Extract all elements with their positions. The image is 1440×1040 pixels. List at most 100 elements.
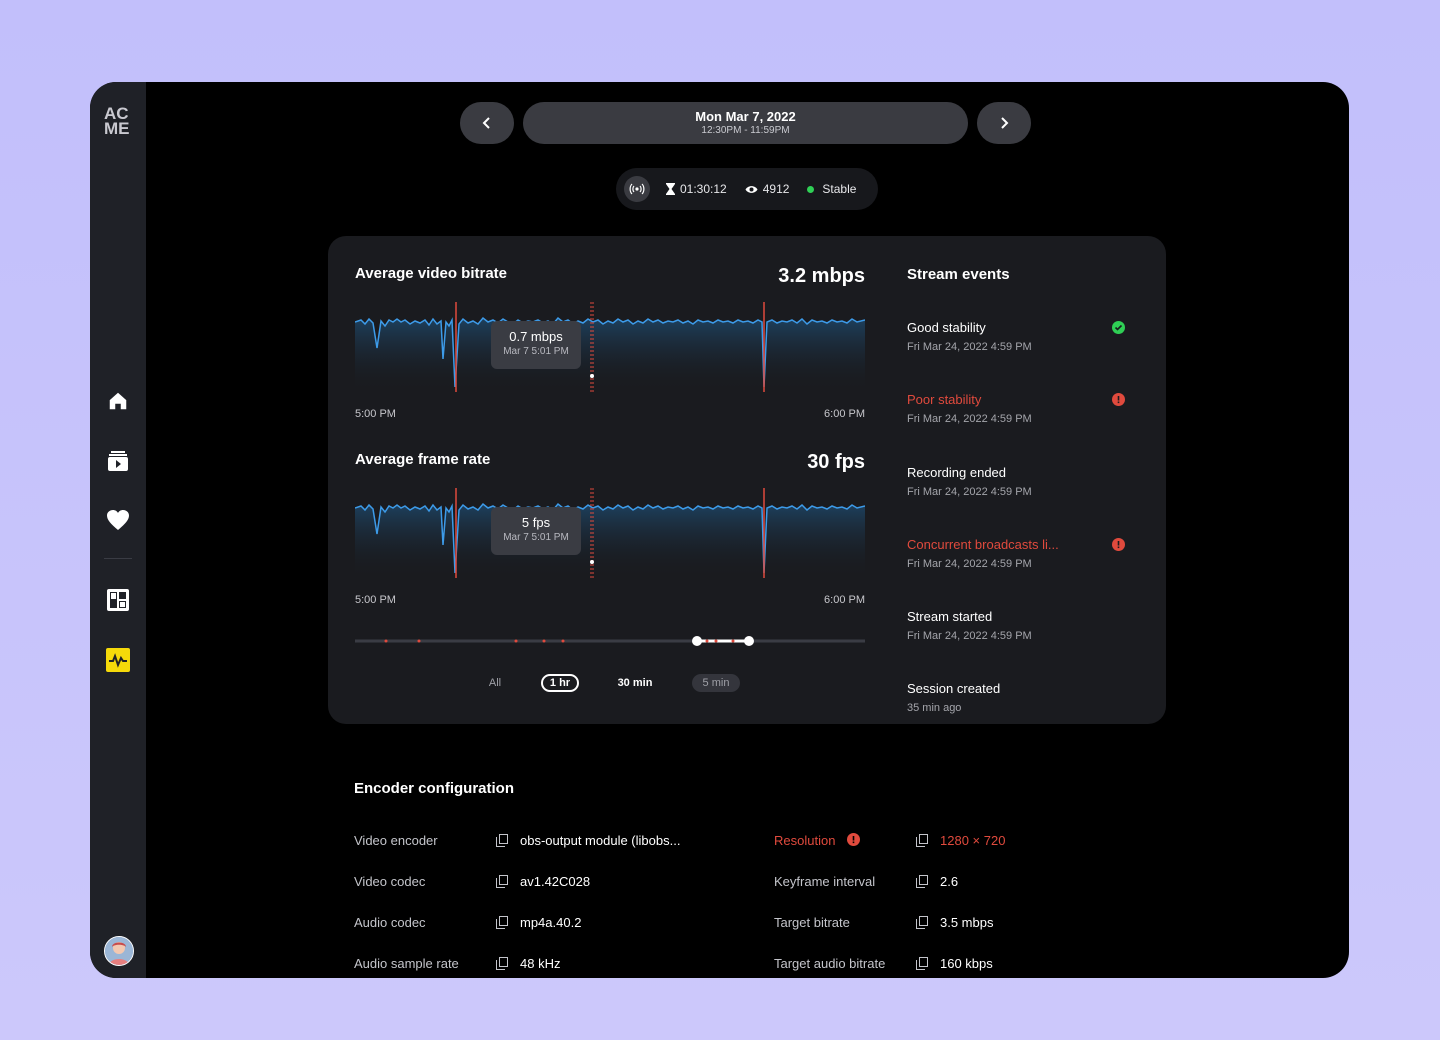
copy-icon[interactable] xyxy=(496,957,508,970)
framerate-x-start: 5:00 PM xyxy=(355,594,396,606)
event-title: Concurrent broadcasts li... xyxy=(907,537,1059,552)
range-all-button[interactable]: All xyxy=(488,677,502,689)
encoder-label: Audio codec xyxy=(354,915,426,930)
video-library-icon[interactable] xyxy=(105,448,131,474)
encoder-label: Keyframe interval xyxy=(774,874,876,889)
check-circle-icon xyxy=(1112,321,1125,334)
encoder-value: 48 kHz xyxy=(520,956,561,971)
heart-icon[interactable] xyxy=(105,507,131,533)
encoder-title: Encoder configuration xyxy=(354,780,515,797)
event-item[interactable]: Poor stability Fri Mar 24, 2022 4:59 PM xyxy=(907,392,1137,425)
event-date: Fri Mar 24, 2022 4:59 PM xyxy=(907,630,1032,642)
event-title: Session created xyxy=(907,681,1001,696)
copy-icon[interactable] xyxy=(496,875,508,888)
event-date: Fri Mar 24, 2022 4:59 PM xyxy=(907,341,1032,353)
event-item[interactable]: Concurrent broadcasts li... Fri Mar 24, … xyxy=(907,537,1137,570)
logo-line1: AC xyxy=(104,104,129,123)
encoder-label: Resolution xyxy=(774,833,836,848)
encoder-value: mp4a.40.2 xyxy=(520,915,582,930)
range-5min-button[interactable]: 5 min xyxy=(692,674,740,692)
framerate-tooltip: 5 fps Mar 7 5:01 PM xyxy=(491,507,581,555)
next-date-button[interactable] xyxy=(977,102,1031,144)
copy-icon[interactable] xyxy=(496,834,508,847)
avatar[interactable] xyxy=(104,936,134,966)
copy-icon[interactable] xyxy=(916,875,928,888)
event-date: Fri Mar 24, 2022 4:59 PM xyxy=(907,486,1032,498)
scrubber-end-handle[interactable] xyxy=(744,636,754,646)
encoder-label: Video codec xyxy=(354,874,426,889)
event-item[interactable]: Session created 35 min ago xyxy=(907,681,1137,714)
range-1hr-button[interactable]: 1 hr xyxy=(541,674,579,692)
alert-circle-icon xyxy=(1112,393,1125,406)
timeline-scrubber[interactable] xyxy=(355,633,867,649)
copy-icon[interactable] xyxy=(916,916,928,929)
event-title: Poor stability xyxy=(907,392,982,407)
event-date: Fri Mar 24, 2022 4:59 PM xyxy=(907,413,1032,425)
event-date: Fri Mar 24, 2022 4:59 PM xyxy=(907,558,1032,570)
duration-value: 01:30:12 xyxy=(680,182,727,196)
viewers-stat: 4912 xyxy=(745,182,789,196)
status-dot xyxy=(807,185,815,193)
encoder-label: Video encoder xyxy=(354,833,438,848)
date-range-selector[interactable]: Mon Mar 7, 2022 12:30PM - 11:59PM xyxy=(523,102,968,144)
dashboard-icon[interactable] xyxy=(105,587,131,613)
copy-icon[interactable] xyxy=(916,834,928,847)
copy-icon[interactable] xyxy=(916,957,928,970)
encoder-label: Target bitrate xyxy=(774,915,850,930)
bitrate-chart-title: Average video bitrate xyxy=(355,265,507,282)
scrubber-start-handle[interactable] xyxy=(692,636,702,646)
eye-icon xyxy=(745,185,758,194)
framerate-x-end: 6:00 PM xyxy=(824,594,865,606)
broadcast-icon[interactable] xyxy=(624,176,650,202)
tooltip-value: 0.7 mbps xyxy=(509,329,563,344)
tooltip-date: Mar 7 5:01 PM xyxy=(503,346,569,357)
sidebar-divider xyxy=(104,558,132,559)
event-title: Good stability xyxy=(907,320,986,335)
home-icon[interactable] xyxy=(105,388,131,414)
sidebar: AC ME xyxy=(90,82,146,978)
encoder-value: 2.6 xyxy=(940,874,959,889)
cursor-point xyxy=(590,560,594,564)
framerate-chart[interactable] xyxy=(355,488,865,578)
warning-icon xyxy=(847,833,860,846)
duration-stat: 01:30:12 xyxy=(666,182,727,196)
prev-date-button[interactable] xyxy=(460,102,514,144)
date-label: Mon Mar 7, 2022 xyxy=(695,109,796,124)
bitrate-x-start: 5:00 PM xyxy=(355,408,396,420)
encoder-label: Audio sample rate xyxy=(354,956,459,971)
app-window: AC ME Mon Mar 7, 2022 12:30PM - 11:59PM xyxy=(90,82,1349,978)
status-stat: Stable xyxy=(807,182,856,196)
range-30min-button[interactable]: 30 min xyxy=(617,677,653,689)
event-item[interactable]: Stream started Fri Mar 24, 2022 4:59 PM xyxy=(907,609,1137,642)
hourglass-icon xyxy=(666,183,675,195)
alert-circle-icon xyxy=(1112,538,1125,551)
framerate-chart-title: Average frame rate xyxy=(355,451,491,468)
event-title: Stream started xyxy=(907,609,993,624)
event-item[interactable]: Recording ended Fri Mar 24, 2022 4:59 PM xyxy=(907,465,1137,498)
logo[interactable]: AC ME xyxy=(104,104,130,138)
encoder-label: Target audio bitrate xyxy=(774,956,886,971)
cursor-point xyxy=(590,374,594,378)
chevron-left-icon xyxy=(482,117,490,129)
framerate-chart-value: 30 fps xyxy=(807,451,865,473)
encoder-value: 3.5 mbps xyxy=(940,915,994,930)
encoder-value: 160 kbps xyxy=(940,956,993,971)
status-value: Stable xyxy=(822,182,857,196)
bitrate-chart[interactable] xyxy=(355,302,865,392)
bitrate-chart-value: 3.2 mbps xyxy=(778,265,865,287)
stream-stats: 01:30:12 4912 Stable xyxy=(616,168,878,210)
tooltip-date: Mar 7 5:01 PM xyxy=(503,532,569,543)
encoder-value: av1.42C028 xyxy=(520,874,591,889)
event-date: 35 min ago xyxy=(907,702,962,714)
event-item[interactable]: Good stability Fri Mar 24, 2022 4:59 PM xyxy=(907,320,1137,353)
activity-icon[interactable] xyxy=(105,647,131,673)
metrics-card: Average video bitrate 3.2 mbps 0.7 mbps … xyxy=(328,236,1166,724)
logo-line2: ME xyxy=(104,119,130,138)
encoder-value: 1280 × 720 xyxy=(940,833,1006,848)
encoder-value: obs-output module (libobs... xyxy=(520,833,681,848)
time-range-label: 12:30PM - 11:59PM xyxy=(701,125,790,136)
chevron-right-icon xyxy=(1001,117,1009,129)
events-title: Stream events xyxy=(907,266,1010,283)
tooltip-value: 5 fps xyxy=(521,515,551,530)
copy-icon[interactable] xyxy=(496,916,508,929)
